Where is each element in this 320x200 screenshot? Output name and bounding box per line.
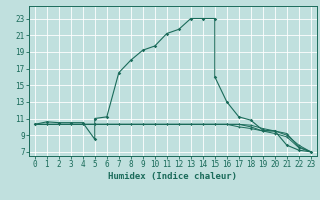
X-axis label: Humidex (Indice chaleur): Humidex (Indice chaleur) [108,172,237,181]
